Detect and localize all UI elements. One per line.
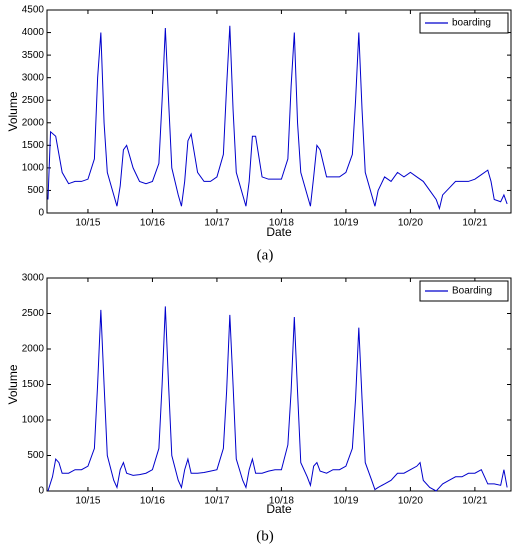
y-axis-label: Volume	[6, 91, 20, 131]
x-tick-label: 10/15	[75, 496, 100, 507]
plot-area	[46, 277, 512, 492]
x-tick-label: 10/19	[333, 496, 358, 507]
plot-area	[46, 9, 512, 214]
x-tick-label: 10/16	[140, 496, 165, 507]
legend-box	[419, 280, 509, 302]
legend-box	[419, 12, 509, 34]
x-tick-label: 10/21	[462, 218, 487, 229]
y-tick-label: 3500	[22, 50, 45, 61]
x-tick-label: 10/17	[204, 496, 229, 507]
x-tick-label: 10/18	[269, 218, 294, 229]
x-tick-label: 10/19	[333, 218, 358, 229]
data-line	[47, 306, 508, 492]
y-tick-label: 0	[38, 208, 44, 219]
x-tick-label: 10/18	[269, 496, 294, 507]
y-tick-label: 2000	[22, 344, 45, 355]
x-tick-label: 10/21	[462, 496, 487, 507]
y-tick-label: 2000	[22, 117, 45, 128]
y-tick-label: 1000	[22, 163, 45, 174]
x-tick-label: 10/16	[140, 218, 165, 229]
y-tick-label: 0	[38, 486, 44, 497]
x-tick-label: 10/17	[204, 218, 229, 229]
data-line	[47, 25, 508, 211]
x-tick-label: 10/20	[398, 496, 423, 507]
legend-label: boarding	[452, 18, 491, 29]
y-tick-label: 1500	[22, 379, 45, 390]
x-tick-label: 10/15	[75, 218, 100, 229]
y-tick-label: 1500	[22, 140, 45, 151]
y-tick-label: 2500	[22, 95, 45, 106]
legend: Boarding	[419, 280, 509, 302]
y-tick-label: 4500	[22, 5, 45, 16]
y-tick-label: 1000	[22, 415, 45, 426]
chart: 0 500 1000 1500 2000 2500 3000 10/15 10/16 10/17 1…	[6, 273, 512, 544]
x-tick-label: 10/20	[398, 218, 423, 229]
y-tick-label: 2500	[22, 308, 45, 319]
caption: (b)	[256, 528, 274, 544]
y-tick-label: 500	[27, 185, 44, 196]
y-tick-label: 500	[27, 450, 44, 461]
x-axis-label: Date	[266, 225, 292, 239]
chart: 0 500 1000 1500 2000 2500 3000 3500 4000 4500 10/1…	[6, 5, 512, 263]
y-tick-label: 3000	[22, 273, 45, 284]
y-axis-label: Volume	[6, 364, 20, 404]
legend-label: Boarding	[452, 286, 492, 297]
caption: (a)	[257, 247, 274, 263]
legend: boarding	[419, 12, 509, 34]
y-tick-label: 3000	[22, 72, 45, 83]
y-tick-label: 4000	[22, 27, 45, 38]
x-axis-label: Date	[266, 502, 292, 516]
